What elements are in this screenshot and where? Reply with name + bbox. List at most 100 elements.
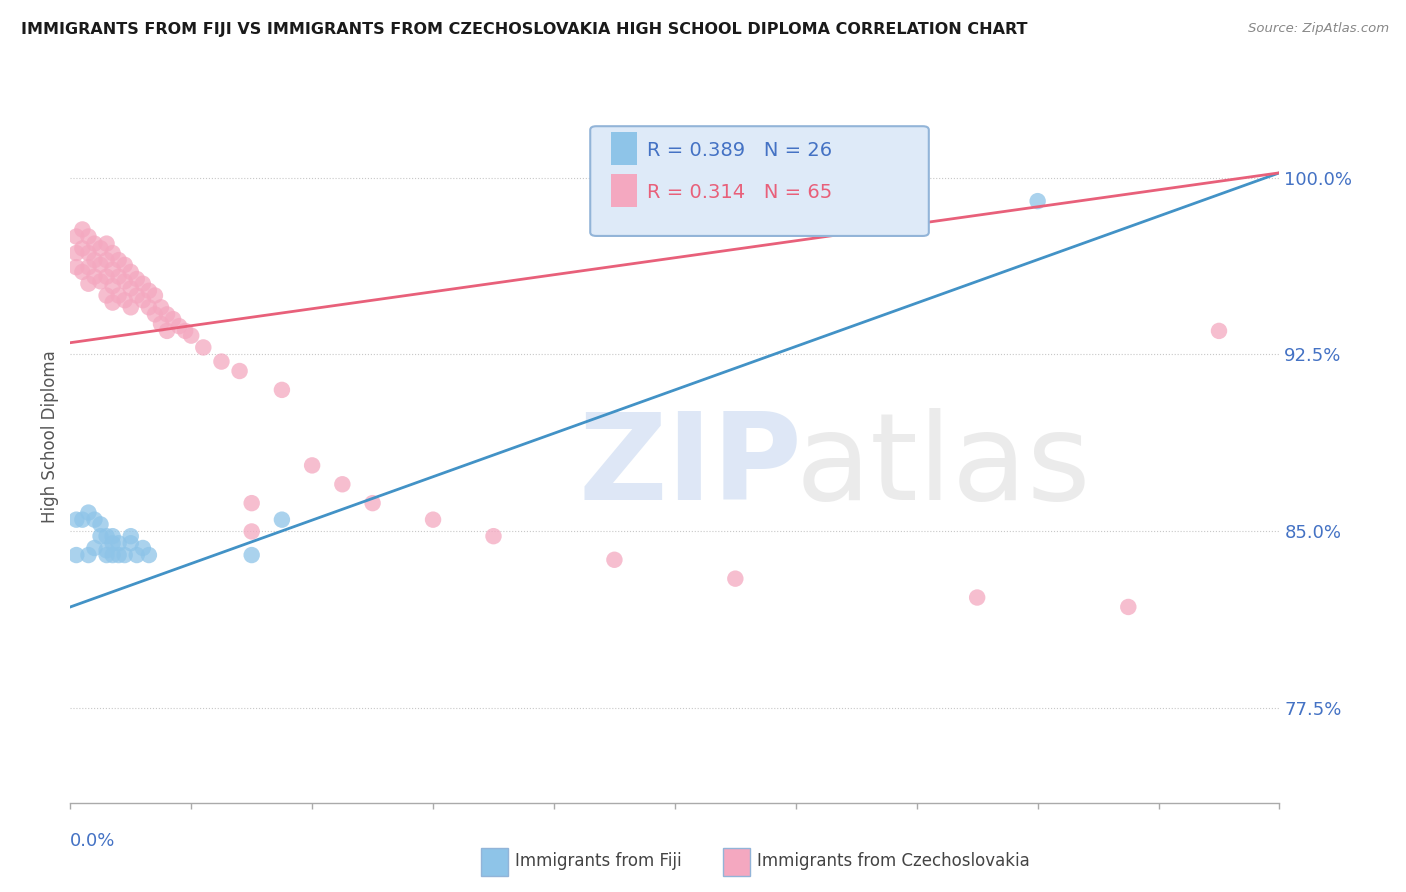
FancyBboxPatch shape [591,126,929,235]
Point [150,301,172,315]
Point [156,324,179,338]
Point [72,241,94,255]
Text: Immigrants from Czechoslovakia: Immigrants from Czechoslovakia [756,853,1029,871]
Point [101,536,124,550]
Point [65,548,87,562]
Point [65,229,87,244]
Point [72,222,94,236]
Point [65,246,87,260]
Point [724,572,747,586]
Point [240,524,263,539]
Point [107,288,129,302]
Point [132,293,155,308]
Point [120,265,142,279]
Text: Source: ZipAtlas.com: Source: ZipAtlas.com [1249,22,1389,36]
Point [77,229,100,244]
Point [193,340,215,354]
Point [83,236,105,251]
Point [174,324,197,338]
Point [101,262,124,277]
Point [966,591,988,605]
Bar [723,848,749,876]
Text: ZIP: ZIP [578,408,801,524]
Point [1026,194,1049,208]
Point [90,517,111,532]
Point [361,496,384,510]
Point [107,253,129,268]
Point [120,281,142,295]
Point [65,513,87,527]
Point [270,383,294,397]
Point [167,319,190,334]
Text: Immigrants from Fiji: Immigrants from Fiji [515,853,682,871]
Point [101,529,124,543]
Point [120,301,142,315]
Point [72,513,94,527]
Point [240,496,263,510]
Text: 0.0%: 0.0% [70,832,115,850]
Point [107,536,129,550]
Bar [481,848,508,876]
Y-axis label: High School Diploma: High School Diploma [41,351,59,524]
Point [132,277,155,291]
Point [138,301,160,315]
Point [180,328,202,343]
Point [603,553,626,567]
Point [101,295,124,310]
Point [90,529,111,543]
Point [83,269,105,284]
Text: IMMIGRANTS FROM FIJI VS IMMIGRANTS FROM CZECHOSLOVAKIA HIGH SCHOOL DIPLOMA CORRE: IMMIGRANTS FROM FIJI VS IMMIGRANTS FROM … [21,22,1028,37]
Point [332,477,354,491]
Point [83,253,105,268]
Point [228,364,250,378]
Point [90,241,111,255]
Point [482,529,505,543]
Point [72,265,94,279]
Point [125,272,148,286]
Point [96,253,118,268]
Point [156,307,179,321]
Point [114,258,136,272]
Point [150,317,172,331]
Point [96,236,118,251]
Point [211,354,233,368]
Bar [610,132,637,165]
Point [77,260,100,275]
Point [101,548,124,562]
Text: R = 0.314   N = 65: R = 0.314 N = 65 [647,183,832,202]
Text: atlas: atlas [796,408,1091,524]
Point [96,548,118,562]
Point [107,269,129,284]
Text: R = 0.389   N = 26: R = 0.389 N = 26 [647,141,832,160]
Point [96,543,118,558]
Point [125,548,148,562]
Point [114,548,136,562]
Point [162,312,184,326]
Point [65,260,87,275]
Point [114,293,136,308]
Point [96,269,118,284]
Bar [610,174,637,207]
Point [138,548,160,562]
Point [107,548,129,562]
Point [422,513,444,527]
Point [120,529,142,543]
Point [143,288,166,302]
Point [143,307,166,321]
Point [83,513,105,527]
Point [77,548,100,562]
Point [101,279,124,293]
Point [1208,324,1230,338]
Point [83,541,105,555]
Point [77,246,100,260]
Point [270,513,294,527]
Point [120,536,142,550]
Point [138,284,160,298]
Point [90,274,111,288]
Point [90,258,111,272]
Point [240,548,263,562]
Point [125,288,148,302]
Point [301,458,323,473]
Point [96,288,118,302]
Point [77,277,100,291]
